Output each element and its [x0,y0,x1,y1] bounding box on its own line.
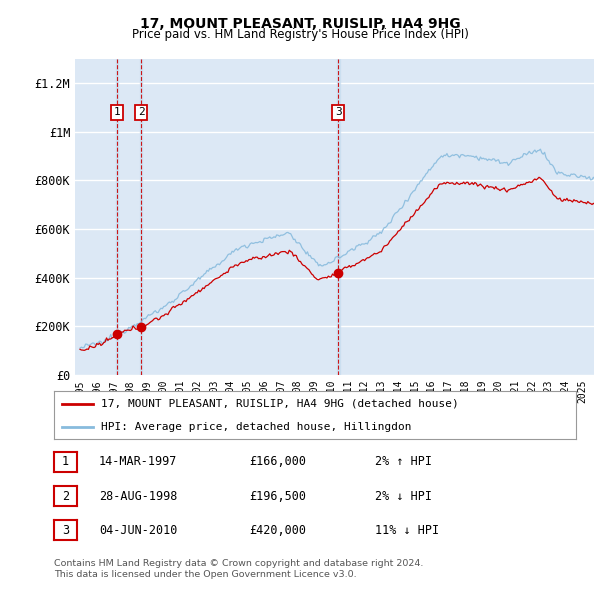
Bar [140,59,142,375]
Bar [337,59,340,375]
Text: 2: 2 [138,107,145,117]
Text: Contains HM Land Registry data © Crown copyright and database right 2024.: Contains HM Land Registry data © Crown c… [54,559,424,568]
Text: 17, MOUNT PLEASANT, RUISLIP, HA4 9HG: 17, MOUNT PLEASANT, RUISLIP, HA4 9HG [140,17,460,31]
Text: 3: 3 [62,524,69,537]
Text: 3: 3 [335,107,341,117]
Text: 28-AUG-1998: 28-AUG-1998 [99,490,178,503]
Text: 11% ↓ HPI: 11% ↓ HPI [375,524,439,537]
Text: This data is licensed under the Open Government Licence v3.0.: This data is licensed under the Open Gov… [54,570,356,579]
Text: 1: 1 [62,455,69,468]
Text: £166,000: £166,000 [249,455,306,468]
Text: 2% ↓ HPI: 2% ↓ HPI [375,490,432,503]
Text: 17, MOUNT PLEASANT, RUISLIP, HA4 9HG (detached house): 17, MOUNT PLEASANT, RUISLIP, HA4 9HG (de… [101,399,459,409]
Text: £420,000: £420,000 [249,524,306,537]
Text: £196,500: £196,500 [249,490,306,503]
Text: 2: 2 [62,490,69,503]
Text: 14-MAR-1997: 14-MAR-1997 [99,455,178,468]
Text: 2% ↑ HPI: 2% ↑ HPI [375,455,432,468]
Bar [116,59,118,375]
Text: Price paid vs. HM Land Registry's House Price Index (HPI): Price paid vs. HM Land Registry's House … [131,28,469,41]
Text: 1: 1 [113,107,121,117]
Text: 04-JUN-2010: 04-JUN-2010 [99,524,178,537]
Text: HPI: Average price, detached house, Hillingdon: HPI: Average price, detached house, Hill… [101,422,412,432]
